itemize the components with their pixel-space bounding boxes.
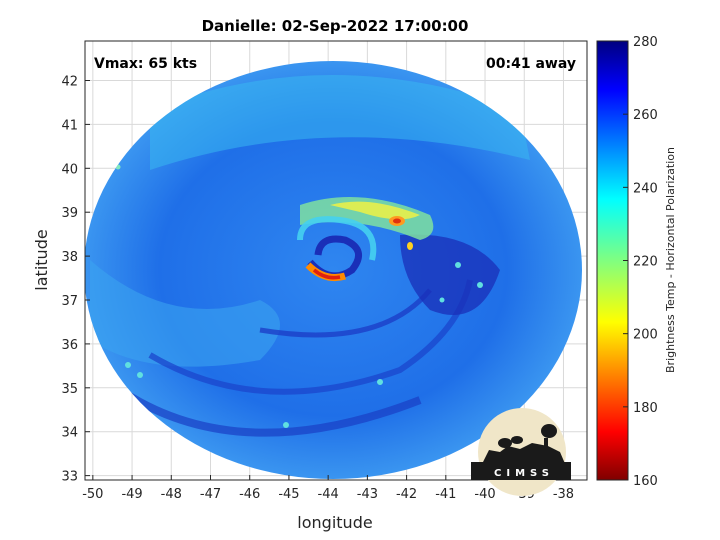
- x-tick-label: -48: [161, 487, 182, 502]
- cell: [377, 379, 383, 385]
- colorbar-tick-label: 280: [633, 35, 658, 50]
- colorbar-label: Brightness Temp - Horizontal Polarizatio…: [664, 147, 677, 373]
- map-plot: -50-49-48-47-46-45-44-43-42-41-40-39-38 …: [61, 40, 588, 502]
- y-tick-label: 40: [61, 162, 78, 177]
- rain-band-inner: [259, 288, 432, 338]
- colorbar-tick-label: 200: [633, 328, 658, 343]
- band-yellow-north: [330, 201, 420, 220]
- y-axis-ticks: 33 34 35 36 37 38 39 40 41 42: [61, 75, 90, 485]
- y-tick-label: 34: [61, 426, 78, 441]
- colorbar-ticks: 160 180 200 220 240 260 280: [623, 35, 658, 489]
- colorbar: 160 180 200 220 240 260 280 Brightness Temp - …: [596, 35, 677, 489]
- cloud-band-southwest: [90, 260, 280, 367]
- logo-text: CIMSS: [494, 468, 554, 479]
- cell: [477, 282, 483, 288]
- x-tick-label: -45: [278, 487, 299, 502]
- x-tick-label: -47: [200, 487, 221, 502]
- warm-spot-east: [407, 242, 413, 250]
- colorbar-tick-label: 160: [633, 474, 658, 489]
- warm-spot-north-core: [393, 218, 401, 224]
- band-cyan-north: [300, 197, 434, 240]
- y-tick-label: 41: [61, 118, 78, 133]
- y-tick-label: 39: [61, 206, 78, 221]
- x-tick-label: -44: [318, 487, 339, 502]
- cloud-band-north: [150, 75, 530, 170]
- colorbar-tick-label: 180: [633, 401, 658, 416]
- y-tick-label: 36: [61, 338, 78, 353]
- rain-band-middle: [148, 279, 473, 395]
- cell: [283, 422, 289, 428]
- x-tick-label: -38: [553, 487, 574, 502]
- cell: [455, 262, 461, 268]
- x-tick-label: -50: [82, 487, 103, 502]
- brightness-swath: [85, 61, 582, 479]
- logo-dish: [511, 436, 523, 444]
- swath-disc: [85, 61, 582, 479]
- logo-water-tower: [541, 424, 557, 438]
- x-tick-label: -42: [396, 487, 417, 502]
- colorbar-gradient: [596, 40, 629, 481]
- x-tick-label: -40: [474, 487, 495, 502]
- x-tick-label: -49: [121, 487, 142, 502]
- cimss-logo-icon: CIMSS: [471, 408, 571, 496]
- logo-dish: [498, 438, 512, 448]
- convective-region-east: [400, 234, 500, 315]
- y-axis-label: latitude: [32, 229, 51, 290]
- colorbar-tick-label: 220: [633, 255, 658, 270]
- y-tick-label: 33: [61, 470, 78, 485]
- plot-frame: [84, 40, 588, 481]
- x-tick-label: -41: [435, 487, 456, 502]
- plot-title: Danielle: 02-Sep-2022 17:00:00: [202, 17, 469, 35]
- x-axis-label: longitude: [297, 513, 372, 532]
- x-tick-label: -46: [239, 487, 260, 502]
- x-tick-label: -43: [357, 487, 378, 502]
- time-away-label: 00:41 away: [486, 56, 576, 72]
- colorbar-tick-label: 260: [633, 108, 658, 123]
- y-tick-label: 35: [61, 382, 78, 397]
- logo-tower-leg: [544, 438, 548, 450]
- cell: [439, 297, 445, 303]
- y-tick-label: 42: [61, 75, 78, 90]
- colorbar-tick-label: 240: [633, 181, 658, 196]
- cell: [137, 372, 143, 378]
- y-tick-label: 37: [61, 294, 78, 309]
- logo-banner: [471, 462, 571, 480]
- rain-band-outer: [117, 386, 422, 437]
- cell: [125, 362, 131, 368]
- x-axis-ticks: -50-49-48-47-46-45-44-43-42-41-40-39-38: [82, 475, 574, 502]
- vmax-label: Vmax: 65 kts: [94, 56, 197, 72]
- eyewall-cyan: [297, 216, 377, 261]
- y-tick-label: 38: [61, 250, 78, 265]
- eyewall-red: [312, 268, 341, 280]
